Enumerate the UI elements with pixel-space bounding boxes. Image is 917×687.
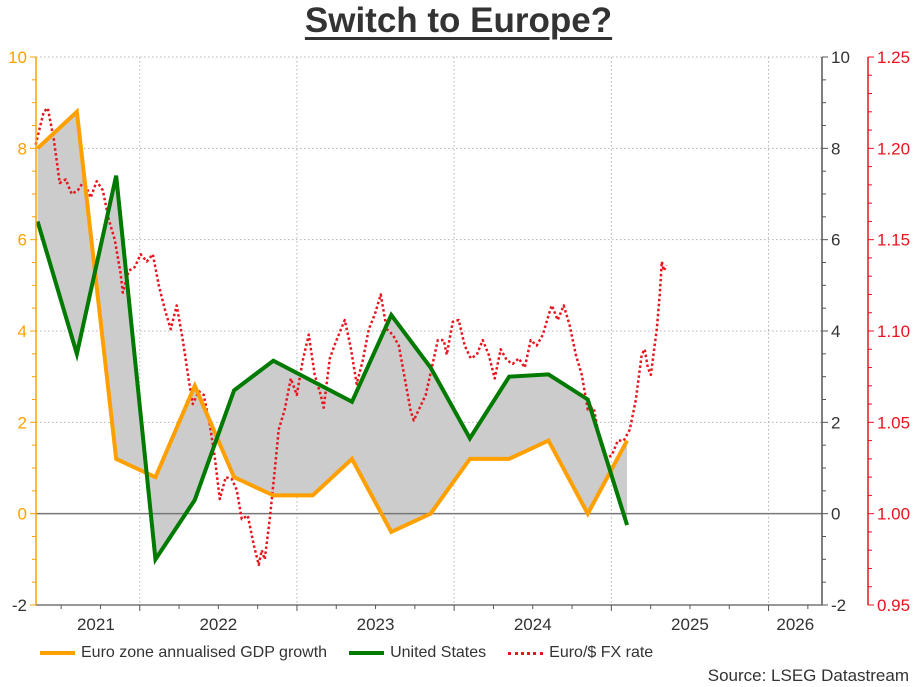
x-axis-label: 2025 xyxy=(671,615,709,634)
left-axis-label: 0 xyxy=(18,505,27,524)
source-note: Source: LSEG Datastream xyxy=(707,666,909,685)
mid-axis-label: 10 xyxy=(831,48,850,67)
legend-label-us: United States xyxy=(390,644,487,661)
x-axis-label: 2024 xyxy=(514,615,552,634)
spread-area xyxy=(37,111,628,560)
mid-axis-label: 6 xyxy=(831,231,840,250)
right-axis-label: 1.25 xyxy=(877,48,910,67)
mid-axis-label: 4 xyxy=(831,322,840,341)
legend-item-fx: Euro/$ FX rate xyxy=(508,644,653,662)
right-axis-label: 1.20 xyxy=(877,139,910,158)
euro-gdp-line xyxy=(36,107,629,535)
left-axis-label: 4 xyxy=(18,322,27,341)
legend-item-us: United States xyxy=(349,644,486,662)
left-axis-label: 6 xyxy=(18,231,27,250)
fx-rate-line xyxy=(34,106,668,567)
us-gdp-line xyxy=(35,175,629,566)
mid-axis-label: 0 xyxy=(831,505,840,524)
legend: Euro zone annualised GDP growth United S… xyxy=(40,642,675,664)
right-axis-label: 1.00 xyxy=(877,505,910,524)
x-axis-label: 2022 xyxy=(199,615,237,634)
left-axis-label: 10 xyxy=(8,48,27,67)
chart-title: Switch to Europe? xyxy=(304,1,613,40)
right-axis-label: 0.95 xyxy=(877,596,910,615)
x-axis-label: 2023 xyxy=(357,615,395,634)
mid-axis-label: 2 xyxy=(831,413,840,432)
left-axis-label: -2 xyxy=(12,596,27,615)
legend-swatch-fx xyxy=(508,651,544,655)
x-axis-label: 2021 xyxy=(77,615,115,634)
series-lines xyxy=(34,106,668,567)
legend-swatch-us xyxy=(349,651,385,655)
right-axis-label: 1.05 xyxy=(877,413,910,432)
axes: -2 0 2 4 6 8 10 -2 0 2 4 6 8 10 0.95 1.00 1.05 1.10 1.15 1.… xyxy=(8,48,910,634)
legend-label-euro: Euro zone annualised GDP growth xyxy=(81,644,328,661)
right-axis-label: 1.10 xyxy=(877,322,910,341)
chart: -2 0 2 4 6 8 10 -2 0 2 4 6 8 10 0.95 1.00 1.05 1.10 1.15 1.… xyxy=(8,48,910,634)
mid-axis-label: 8 xyxy=(831,139,840,158)
spread-fill xyxy=(37,111,628,560)
legend-label-fx: Euro/$ FX rate xyxy=(549,644,654,661)
left-axis-label: 2 xyxy=(18,413,27,432)
x-axis-label: 2026 xyxy=(776,615,814,634)
left-axis-label: 8 xyxy=(18,139,27,158)
right-axis-label: 1.15 xyxy=(877,231,910,250)
mid-axis-label: -2 xyxy=(831,596,846,615)
legend-swatch-euro xyxy=(40,651,75,655)
legend-item-euro: Euro zone annualised GDP growth xyxy=(40,644,327,662)
